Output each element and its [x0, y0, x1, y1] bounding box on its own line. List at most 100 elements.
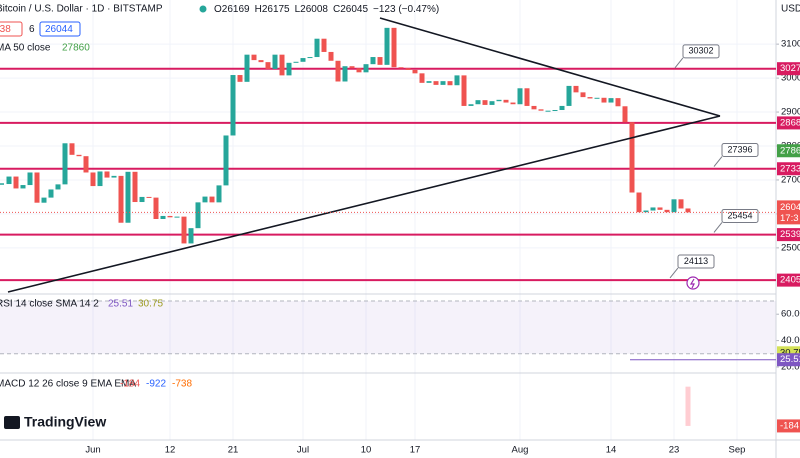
candle — [566, 85, 572, 106]
ohlc-field: H26175 — [255, 4, 290, 15]
buy-button[interactable] — [39, 21, 81, 37]
trendline[interactable] — [7, 115, 721, 293]
event-icon[interactable] — [686, 276, 700, 290]
candle — [538, 109, 544, 111]
candle — [314, 38, 320, 58]
candle — [307, 57, 313, 59]
sell-button[interactable] — [0, 21, 23, 37]
rsi-legend-label: RSI 14 close SMA 14 2 — [0, 299, 99, 310]
callout-box[interactable] — [682, 44, 720, 59]
callout-label: 25454 — [727, 210, 752, 220]
candle — [83, 156, 89, 173]
symbol-title[interactable]: Bitcoin / U.S. Dollar · 1D · BITSTAMP — [0, 4, 163, 15]
y-tick-label: 30000 — [781, 73, 800, 84]
bid-price[interactable]: 26038 — [0, 24, 11, 35]
candle — [153, 197, 159, 219]
candle — [685, 208, 691, 213]
candle — [482, 100, 488, 105]
candle — [216, 185, 222, 203]
spread: 6 — [29, 24, 35, 35]
candle — [629, 122, 635, 193]
candle — [328, 51, 334, 61]
candle — [300, 58, 306, 62]
candle — [286, 62, 292, 76]
last-price-tag: 26045 — [780, 202, 800, 213]
ask-price[interactable]: 26044 — [45, 24, 73, 35]
x-tick-label: 23 — [669, 445, 680, 456]
candle — [468, 104, 474, 106]
macd-histogram-bar — [685, 386, 691, 426]
candle — [13, 176, 19, 189]
candle — [146, 196, 152, 198]
level-tag-bg — [777, 228, 800, 242]
level-tag: 25390 — [780, 229, 800, 240]
level-tag: 24050 — [780, 275, 800, 286]
candle — [433, 81, 439, 85]
x-tick-label: 10 — [361, 445, 372, 456]
candle — [230, 75, 236, 136]
callout-box[interactable] — [721, 208, 759, 223]
candle — [118, 175, 124, 223]
x-tick-label: Aug — [512, 445, 529, 456]
level-tag-bg — [777, 273, 800, 287]
rsi-tag: 25.51 — [780, 354, 800, 365]
market-status — [199, 5, 207, 13]
level-tag-bg — [777, 62, 800, 76]
x-tick-label: Sep — [729, 445, 746, 456]
ohlc-field: C26045 — [333, 4, 368, 15]
candle — [594, 97, 600, 99]
candle — [587, 97, 593, 99]
trendline[interactable] — [379, 17, 721, 117]
candle — [426, 81, 432, 83]
sma-legend-label: MA 50 close — [0, 43, 51, 54]
x-tick-label: Jun — [85, 445, 100, 456]
candle — [671, 199, 677, 213]
candle — [55, 184, 61, 190]
macd-tag-bg — [777, 419, 800, 433]
callout-box[interactable] — [677, 254, 715, 269]
candle — [272, 54, 278, 69]
candle — [167, 215, 173, 218]
candle — [440, 81, 446, 85]
candle — [678, 199, 684, 209]
candle — [475, 100, 481, 105]
candle — [363, 64, 369, 73]
candle — [342, 66, 348, 82]
candle — [202, 196, 208, 203]
candle — [34, 172, 40, 203]
candle — [265, 62, 271, 69]
rsi-sma-tag: 30.75 — [780, 347, 800, 358]
sma-legend-value: 27860 — [62, 43, 90, 54]
y-tick-label: 27000 — [781, 174, 800, 185]
candle — [608, 98, 614, 103]
candle — [349, 66, 355, 69]
candle — [384, 27, 390, 65]
candle — [559, 105, 565, 111]
candle — [419, 73, 425, 83]
macd-legend-macd: -922 — [146, 379, 166, 390]
candle — [405, 68, 411, 70]
candle — [223, 135, 229, 186]
y-tick-label: 29000 — [781, 107, 800, 118]
candle — [601, 97, 607, 103]
candle — [258, 60, 264, 63]
candle — [41, 197, 47, 203]
level-tag: 27330 — [780, 163, 800, 174]
callout-leader — [674, 57, 684, 69]
last-price-tag-bg — [777, 200, 800, 225]
candle — [545, 110, 551, 112]
candle — [580, 92, 586, 98]
candle — [195, 202, 201, 229]
branding[interactable]: TradingView — [24, 414, 106, 430]
level-tag: 28680 — [780, 117, 800, 128]
candle — [125, 171, 131, 223]
candle — [622, 106, 628, 123]
callout-box[interactable] — [721, 143, 759, 158]
ohlc-field: −123 (−0.47%) — [373, 4, 439, 15]
rsi-tag-bg — [777, 353, 800, 367]
x-tick-label: 14 — [606, 445, 617, 456]
candle — [62, 143, 68, 185]
candle — [447, 81, 453, 86]
candle — [90, 172, 96, 187]
rsi-y-tick-label: 40.00 — [781, 335, 800, 346]
